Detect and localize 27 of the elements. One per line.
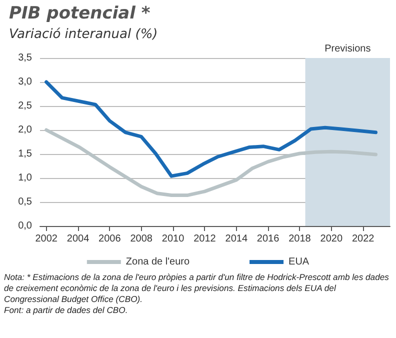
legend-label: EUA [288,256,310,268]
x-tick-label: 2002 [35,234,58,244]
band-label: Previsions [324,44,371,54]
y-tick-label: 1,5 [18,148,32,160]
y-tick-label: 3,0 [18,76,32,88]
x-tick-label: 2014 [225,234,248,244]
y-tick-label: 0,0 [18,220,32,232]
text: Nota: * Estimacions de la zona de l'euro pròpies a partir d'un filtre de Hodrick-Prescott amb les dades de creixement econòmic de la zona de l'euro i les previsions. Estimacions dels EUA del Congressional Budget Office (CBO). [4,272,390,305]
legend-label: Zona de l'euro [126,256,190,268]
x-tick-label: 2004 [66,234,90,244]
x-tick-label: 2022 [352,234,375,244]
y-tick-label: 2,5 [18,100,32,112]
x-tick-label: 2008 [130,234,153,244]
x-tick-label: 2020 [320,234,343,244]
y-tick-label: 0,5 [18,196,32,208]
text: Font: a partir de dades del CBO. [4,305,129,316]
x-tick-label: 2012 [194,234,216,244]
y-tick-label: 2,0 [18,124,32,136]
y-tick-label: 3,5 [18,52,32,64]
y-tick-label: 1,0 [18,172,32,184]
chart-title: PIB potencial * [9,4,150,24]
chart-subtitle: Variació interanual (%) [9,27,158,42]
x-tick-label: 2018 [288,234,312,244]
x-tick-label: 2006 [98,234,122,244]
x-tick-label: 2016 [256,234,280,244]
x-tick-label: 2010 [162,234,185,244]
line-series [44,80,378,178]
